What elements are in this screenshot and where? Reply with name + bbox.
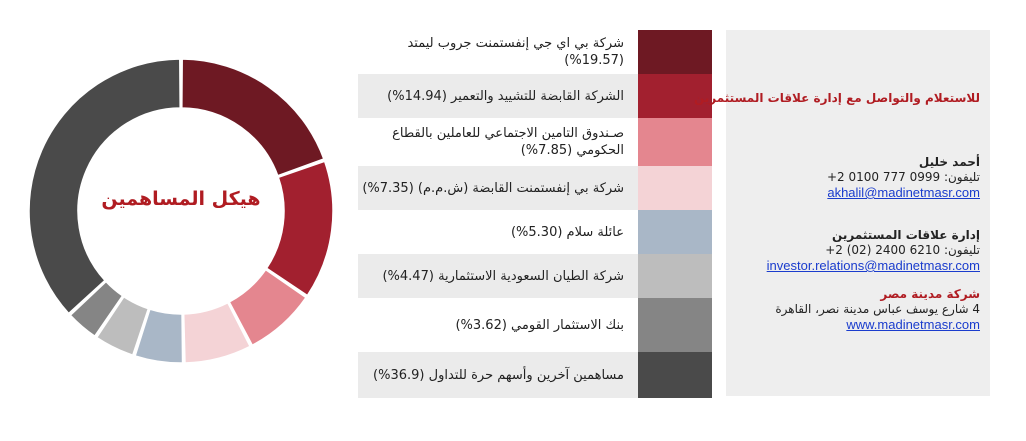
shareholder-donut-chart (28, 58, 334, 364)
legend-swatch (638, 210, 712, 254)
legend-label: شركة الطيان السعودية الاستثمارية (4.47%) (382, 268, 624, 284)
legend-swatch (638, 254, 712, 298)
donut-slice (181, 58, 325, 177)
legend-label: بنك الاستثمار القومي (3.62%) (455, 317, 624, 333)
contact-person-phone: تليفون: 0999 777 0100 2+ (826, 170, 980, 184)
donut-slice (95, 295, 150, 357)
legend-label: صـندوق التامين الاجتماعي للعاملين بالقطا… (392, 126, 624, 158)
contact-person-name: أحمد خليل (918, 155, 980, 169)
legend-swatch (638, 166, 712, 210)
company-name: شركة مدينة مصر (880, 287, 980, 301)
legend-item: شركة الطيان السعودية الاستثمارية (4.47%) (358, 254, 712, 298)
chart-title: هيكل المساهمين (101, 188, 261, 210)
legend-item: مساهمين آخرين وأسهم حرة للتداول (36.9%) (358, 352, 712, 398)
contact-department-name: إدارة علاقات المستثمرين (832, 228, 980, 242)
legend-item: عائلة سلام (5.30%) (358, 210, 712, 254)
legend-label: مساهمين آخرين وأسهم حرة للتداول (36.9%) (373, 367, 624, 383)
legend-swatch (638, 298, 712, 352)
contact-department-email-link[interactable]: investor.relations@madinetmasr.com (766, 258, 980, 273)
legend-label: عائلة سلام (5.30%) (510, 224, 624, 240)
legend-item: صـندوق التامين الاجتماعي للعاملين بالقطا… (358, 118, 712, 166)
legend-swatch (638, 30, 712, 74)
contact-department-block: إدارة علاقات المستثمرين تليفون: 6210 240… (767, 228, 980, 274)
donut-slice (228, 268, 308, 347)
company-website-link[interactable]: www.madinetmasr.com (846, 317, 980, 332)
contact-department-phone: تليفون: 6210 2400 (02) 2+ (825, 243, 980, 257)
company-address: 4 شارع يوسف عباس مدينة نصر، القاهرة (775, 302, 980, 316)
contact-company-block: شركة مدينة مصر 4 شارع يوسف عباس مدينة نص… (775, 287, 980, 333)
legend-label: الشركة القابضة للتشييد والتعمير (14.94%) (387, 88, 624, 104)
contact-person-email-link[interactable]: akhalil@madinetmasr.com (827, 185, 980, 200)
legend-label: شركة بي إنفستمنت القابضة (ش.م.م) (7.35%) (362, 180, 624, 196)
legend-swatch (638, 118, 712, 166)
legend-item: الشركة القابضة للتشييد والتعمير (14.94%) (358, 74, 712, 118)
investor-contact-panel: للاستعلام والتواصل مع إدارة علاقات المست… (694, 30, 990, 396)
chart-legend: شركة بي اي جي إنفستمنت جروب ليمتد (19.57… (358, 30, 712, 398)
legend-label: شركة بي اي جي إنفستمنت جروب ليمتد (19.57… (407, 36, 624, 68)
legend-item: شركة بي إنفستمنت القابضة (ش.م.م) (7.35%) (358, 166, 712, 210)
contact-person-block: أحمد خليل تليفون: 0999 777 0100 2+ akhal… (827, 155, 980, 201)
donut-slice (28, 58, 181, 315)
legend-swatch (638, 74, 712, 118)
contact-heading: للاستعلام والتواصل مع إدارة علاقات المست… (693, 91, 980, 105)
donut-slice (134, 308, 184, 364)
legend-item: بنك الاستثمار القومي (3.62%) (358, 298, 712, 352)
donut-slice (265, 160, 334, 297)
legend-item: شركة بي اي جي إنفستمنت جروب ليمتد (19.57… (358, 30, 712, 74)
donut-slice (69, 280, 124, 338)
legend-swatch (638, 352, 712, 398)
donut-slice (182, 301, 252, 364)
